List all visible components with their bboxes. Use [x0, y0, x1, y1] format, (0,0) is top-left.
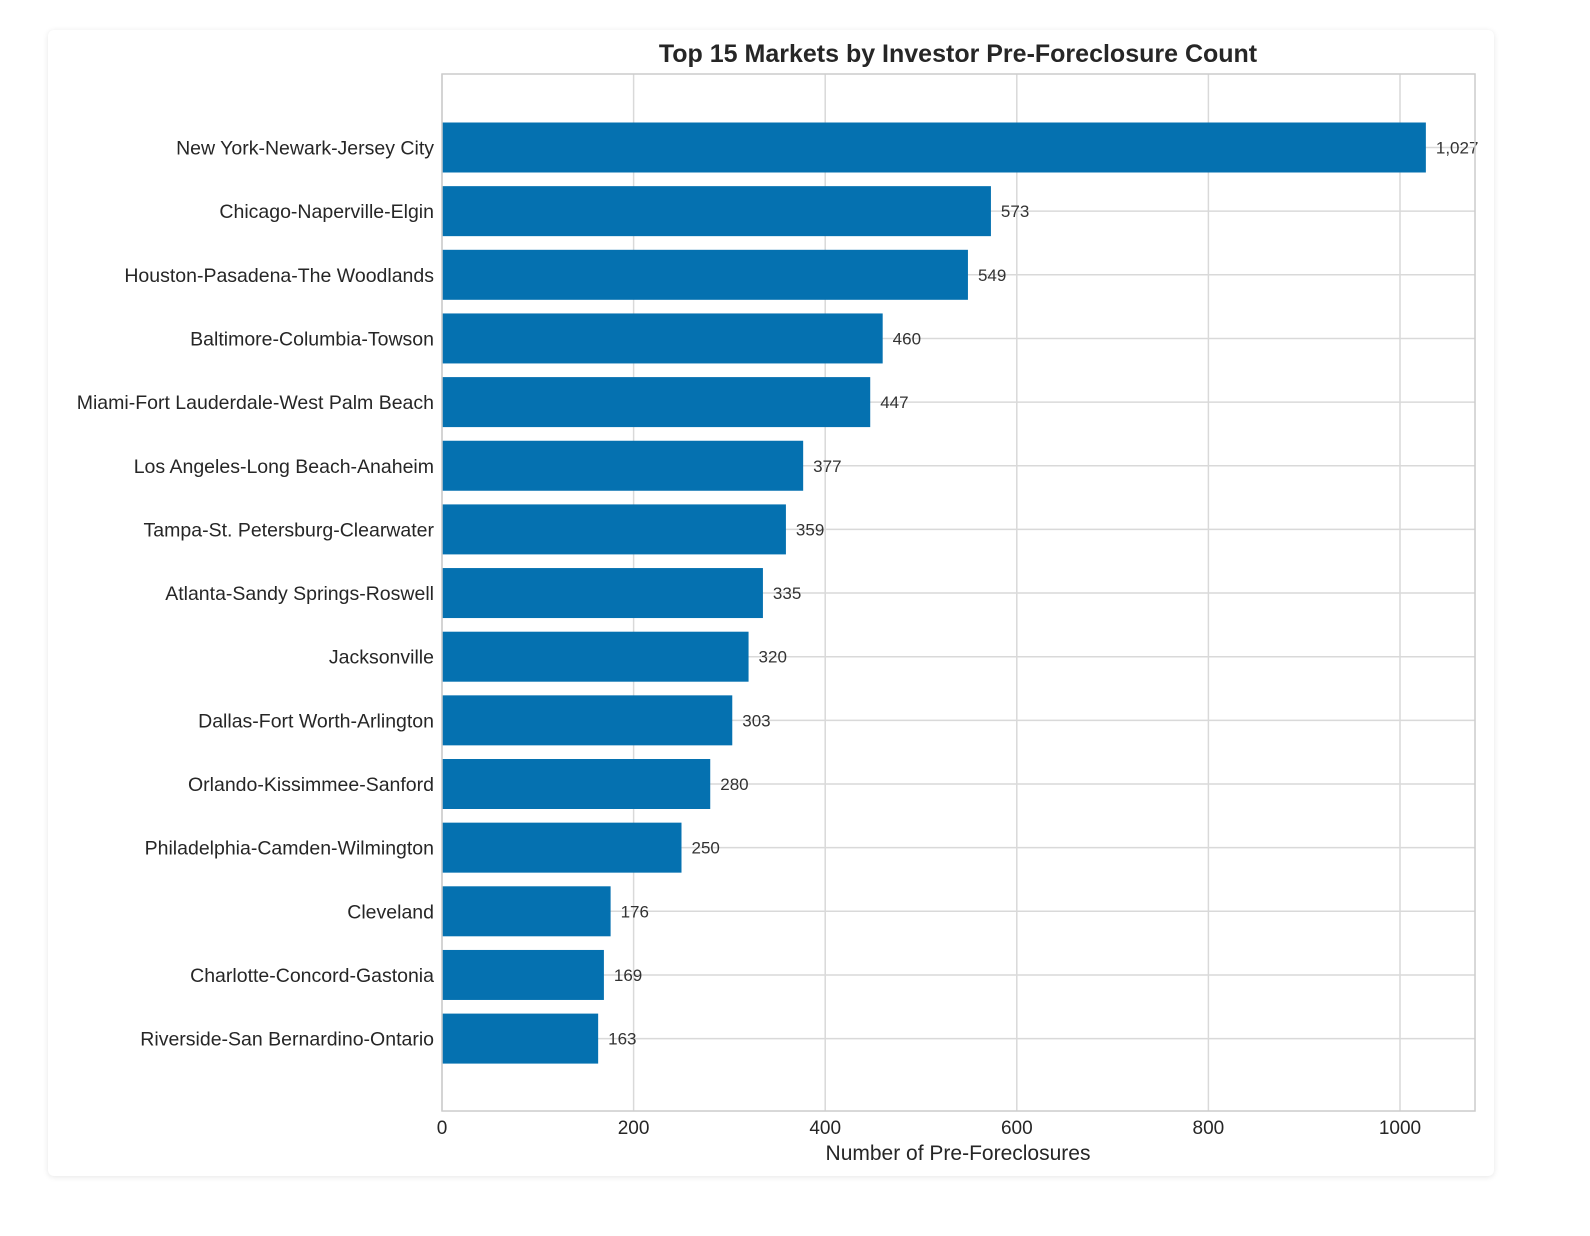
y-tick-label: Orlando-Kissimmee-Sanford — [188, 774, 434, 796]
y-tick-label: Jacksonville — [329, 647, 434, 669]
bar — [442, 949, 604, 1000]
data-labels: 1,027 573 549 460 447 377 359 335 320 303 280 250 17… — [608, 139, 1478, 1049]
bar — [442, 822, 682, 873]
y-tick-label: Riverside-San Bernardino-Ontario — [140, 1029, 434, 1051]
y-tick-label: New York-Newark-Jersey City — [176, 138, 434, 160]
bar-value-label: 176 — [621, 902, 649, 921]
x-tick-label: 400 — [809, 1118, 841, 1139]
y-tick-label: Houston-Pasadena-The Woodlands — [124, 265, 434, 287]
bar — [442, 377, 871, 428]
x-tick-label: 600 — [1001, 1118, 1033, 1139]
y-tick-label: Tampa-St. Petersburg-Clearwater — [144, 519, 435, 541]
bar-value-label: 447 — [880, 393, 908, 412]
y-tick-label: Charlotte-Concord-Gastonia — [190, 965, 434, 987]
y-tick-label: Chicago-Naperville-Elgin — [219, 201, 434, 223]
y-tick-label: Philadelphia-Camden-Wilmington — [145, 838, 434, 860]
bar — [442, 695, 733, 746]
bar-value-label: 169 — [614, 966, 642, 985]
x-tick-label: 800 — [1193, 1118, 1225, 1139]
x-tick-label: 200 — [618, 1118, 650, 1139]
bar-value-label: 250 — [692, 839, 720, 858]
bar — [442, 186, 991, 237]
y-tick-label: Miami-Fort Lauderdale-West Palm Beach — [77, 392, 434, 414]
bar-value-label: 303 — [742, 711, 770, 730]
bar-value-label: 460 — [893, 329, 921, 348]
bars — [442, 122, 1426, 1064]
bar — [442, 504, 786, 555]
chart-title: Top 15 Markets by Investor Pre-Foreclosu… — [659, 40, 1258, 68]
bar-value-label: 549 — [978, 266, 1006, 285]
bar — [442, 631, 749, 682]
bar — [442, 1013, 599, 1064]
bar-value-label: 163 — [608, 1030, 636, 1049]
bar — [442, 313, 883, 364]
y-tick-labels: New York-Newark-Jersey City Chicago-Naper… — [77, 138, 435, 1051]
bar — [442, 440, 804, 491]
plot-frame — [441, 73, 1476, 1112]
bar — [442, 122, 1426, 173]
bar-value-label: 335 — [773, 584, 801, 603]
x-axis-label: Number of Pre-Foreclosures — [826, 1142, 1091, 1165]
bar-value-label: 359 — [796, 520, 824, 539]
bar — [442, 568, 763, 619]
bar — [442, 886, 611, 937]
y-tick-label: Atlanta-Sandy Springs-Roswell — [165, 583, 434, 605]
bar-value-label: 573 — [1001, 202, 1029, 221]
y-tick-label: Dallas-Fort Worth-Arlington — [198, 710, 434, 732]
y-tick-label: Los Angeles-Long Beach-Anaheim — [134, 456, 434, 478]
x-tick-label: 1000 — [1379, 1118, 1421, 1139]
y-tick-label: Cleveland — [347, 901, 434, 923]
bar-value-label: 377 — [813, 457, 841, 476]
bar-value-label: 280 — [720, 775, 748, 794]
bar — [442, 249, 968, 300]
x-tick-label: 0 — [437, 1118, 448, 1139]
bar — [442, 759, 711, 809]
bar-value-label: 320 — [759, 648, 787, 667]
x-tick-labels: 0 200 400 600 800 1000 — [437, 1118, 1421, 1139]
bar-value-label: 1,027 — [1436, 139, 1479, 158]
y-tick-label: Baltimore-Columbia-Towson — [190, 328, 434, 350]
